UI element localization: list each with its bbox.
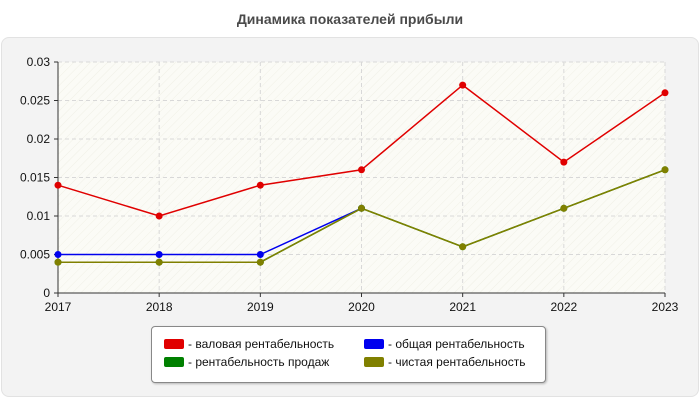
legend-swatch bbox=[364, 339, 384, 349]
data-point bbox=[54, 258, 62, 266]
y-tick-label: 0.015 bbox=[20, 171, 50, 185]
data-point bbox=[256, 181, 264, 189]
data-point bbox=[459, 243, 467, 251]
data-point bbox=[560, 204, 568, 212]
data-point bbox=[155, 251, 163, 258]
axes: 0 0.005 0.01 0.015 0.02 0.025 0.03 2017 2018 2019… bbox=[20, 55, 679, 314]
data-point bbox=[358, 204, 365, 212]
y-tick-label: 0 bbox=[43, 286, 50, 300]
chart-legend: - валовая рентабельность - общая рентабе… bbox=[151, 326, 546, 383]
legend-label: - общая рентабельность bbox=[388, 337, 525, 351]
x-tick-label: 2019 bbox=[247, 300, 274, 314]
series-line-1 bbox=[58, 207, 362, 256]
data-point bbox=[459, 81, 467, 89]
data-point bbox=[560, 158, 568, 166]
legend-item-sales: - рентабельность продаж bbox=[164, 355, 329, 369]
data-point bbox=[256, 251, 264, 258]
y-tick-label: 0.01 bbox=[27, 209, 51, 223]
x-tick-label: 2021 bbox=[449, 300, 476, 314]
legend-item-net: - чистая рентабельность bbox=[364, 355, 525, 369]
data-point bbox=[661, 166, 669, 174]
legend-swatch bbox=[164, 339, 184, 349]
legend-item-gross: - валовая рентабельность bbox=[164, 337, 334, 351]
x-tick-label: 2020 bbox=[348, 300, 375, 314]
data-point bbox=[155, 258, 163, 266]
legend-label: - рентабельность продаж bbox=[188, 355, 330, 369]
x-tick-label: 2022 bbox=[550, 300, 577, 314]
legend-label: - чистая рентабельность bbox=[388, 355, 526, 369]
legend-item-total: - общая рентабельность bbox=[364, 337, 525, 351]
data-point bbox=[54, 181, 62, 189]
y-tick-label: 0.005 bbox=[20, 248, 50, 262]
x-tick-label: 2023 bbox=[652, 300, 679, 314]
y-tick-label: 0.02 bbox=[27, 132, 51, 146]
series-points bbox=[54, 81, 669, 266]
legend-swatch bbox=[164, 357, 184, 367]
data-point bbox=[256, 258, 264, 266]
y-tick-label: 0.025 bbox=[20, 94, 50, 108]
legend-swatch bbox=[364, 357, 384, 367]
data-point bbox=[358, 166, 365, 174]
data-point bbox=[54, 251, 62, 258]
x-tick-label: 2017 bbox=[45, 300, 72, 314]
data-point bbox=[661, 89, 669, 97]
legend-label: - валовая рентабельность bbox=[188, 337, 335, 351]
y-tick-label: 0.03 bbox=[27, 55, 51, 69]
data-point bbox=[155, 212, 163, 220]
x-tick-label: 2018 bbox=[146, 300, 173, 314]
chart-title: Динамика показателей прибыли bbox=[236, 11, 464, 27]
